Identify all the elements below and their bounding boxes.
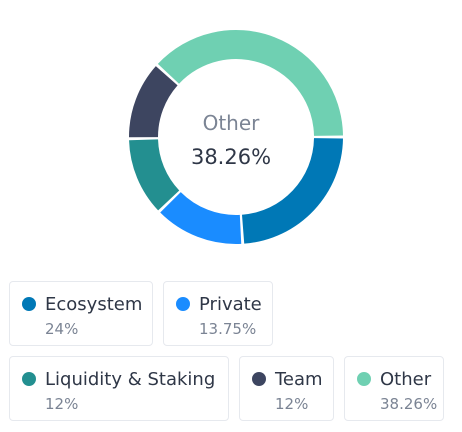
slice-private[interactable] <box>160 192 242 244</box>
slice-team[interactable] <box>129 66 178 138</box>
legend-dot-icon <box>252 372 266 386</box>
donut-chart <box>129 30 343 244</box>
legend-value: 12% <box>275 395 309 413</box>
legend-dot-icon <box>22 372 36 386</box>
slice-ecosystem[interactable] <box>241 138 343 244</box>
legend-name: Ecosystem <box>45 293 143 315</box>
legend-item-liquidity-staking[interactable]: Liquidity & Staking 12% <box>9 356 229 421</box>
legend-value: 38.26% <box>380 395 438 413</box>
slice-other[interactable] <box>157 30 343 136</box>
slice-liquidity-staking[interactable] <box>129 139 180 211</box>
legend-item-ecosystem[interactable]: Ecosystem 24% <box>9 281 153 346</box>
legend-dot-icon <box>176 297 190 311</box>
legend-name: Liquidity & Staking <box>45 368 216 390</box>
legend-name: Private <box>199 293 262 315</box>
legend-name: Team <box>275 368 323 390</box>
legend-dot-icon <box>357 372 371 386</box>
legend-item-team[interactable]: Team 12% <box>239 356 334 421</box>
legend-item-other[interactable]: Other 38.26% <box>344 356 444 421</box>
legend-row-1: Ecosystem 24% Private 13.75% <box>9 281 273 346</box>
legend-value: 13.75% <box>199 320 257 338</box>
center-label: Other <box>202 111 260 135</box>
legend-name: Other <box>380 368 432 390</box>
legend-value: 12% <box>45 395 79 413</box>
legend-value: 24% <box>45 320 79 338</box>
legend-dot-icon <box>22 297 36 311</box>
legend-item-private[interactable]: Private 13.75% <box>163 281 273 346</box>
legend-row-2: Liquidity & Staking 12% Team 12% Other 3… <box>9 356 444 421</box>
center-value: 38.26% <box>190 145 272 169</box>
